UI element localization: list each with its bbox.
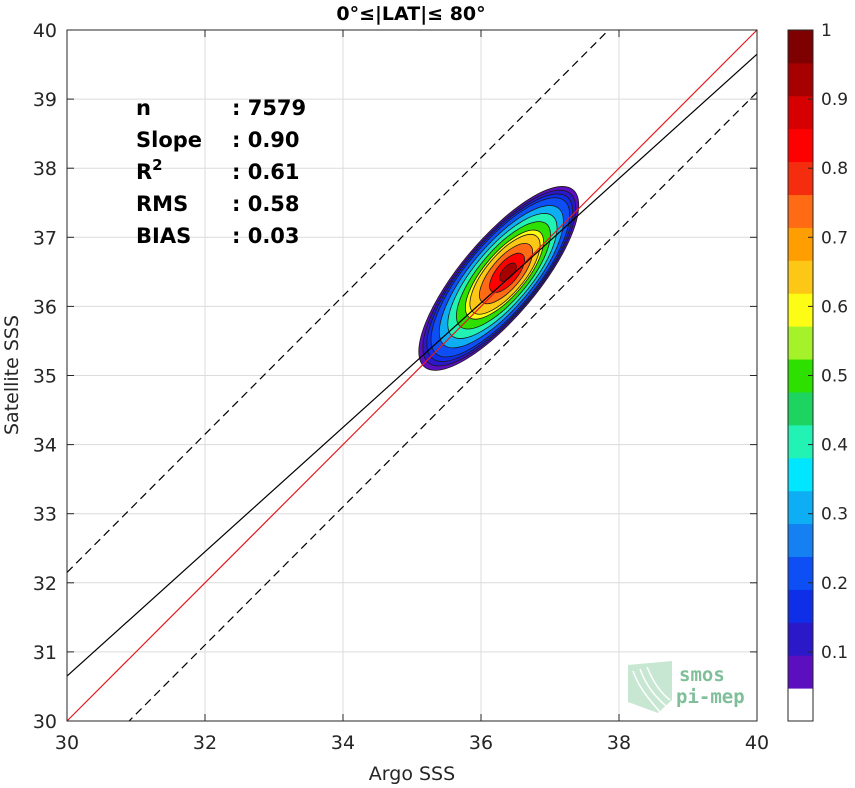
colorbar-segment bbox=[788, 128, 813, 163]
colorbar-segment bbox=[788, 490, 813, 525]
x-tick-label: 32 bbox=[193, 732, 217, 754]
y-tick-label: 40 bbox=[33, 20, 57, 42]
colorbar-segment bbox=[788, 161, 813, 196]
line-upper-bound bbox=[66, 29, 610, 573]
line-one-to-one bbox=[66, 29, 758, 722]
colorbar-tick-label: 0.8 bbox=[821, 159, 848, 179]
y-tick-label: 36 bbox=[33, 296, 57, 318]
stat-label-bias: BIAS bbox=[136, 224, 191, 248]
stat-value-rms: : 0.58 bbox=[232, 192, 300, 216]
smos-pi-mep-logo: smos pi-mep bbox=[628, 661, 745, 713]
colorbar-segment bbox=[788, 260, 813, 294]
colorbar-tick-label: 0.6 bbox=[821, 297, 848, 317]
logo-waves-icon bbox=[628, 661, 672, 713]
x-tick-label: 30 bbox=[55, 732, 79, 754]
colorbar-tick-label: 0.3 bbox=[821, 505, 848, 525]
colorbar-segment bbox=[788, 523, 813, 557]
colorbar-segment bbox=[788, 227, 813, 261]
x-tick-label: 38 bbox=[607, 732, 631, 754]
logo-line-2: pi-mep bbox=[676, 686, 745, 708]
stat-label-rms: RMS bbox=[136, 192, 188, 216]
colorbar-segment bbox=[788, 62, 813, 97]
y-tick-label: 33 bbox=[33, 504, 57, 526]
y-axis-label: Satellite SSS bbox=[1, 315, 23, 435]
colorbar-tick-label: 0.9 bbox=[821, 90, 848, 110]
colorbar-segment bbox=[788, 589, 813, 623]
colorbar-tick-label: 0.4 bbox=[821, 436, 848, 456]
colorbar-tick-label: 0.2 bbox=[821, 574, 848, 594]
y-tick-label: 37 bbox=[33, 227, 57, 249]
y-tick-label: 31 bbox=[33, 642, 57, 664]
logo-line-1: smos bbox=[679, 664, 725, 686]
stat-value-n: : 7579 bbox=[232, 96, 306, 120]
colorbar-segment bbox=[788, 622, 813, 656]
stat-value-slope: : 0.90 bbox=[232, 128, 300, 152]
stat-label-n: n bbox=[136, 96, 151, 120]
colorbar: 0.1 0.2 0.3 0.4 0.5 0.6 0.7 0.8 0.9 1 bbox=[787, 21, 848, 722]
y-tick-label: 30 bbox=[33, 711, 57, 733]
colorbar-segment bbox=[788, 30, 813, 64]
y-tick-label: 39 bbox=[33, 89, 57, 111]
colorbar-segment bbox=[788, 688, 813, 722]
stat-label-r: R2 bbox=[136, 156, 163, 184]
x-axis-label: Argo SSS bbox=[369, 763, 455, 785]
colorbar-tick-label: 0.1 bbox=[821, 643, 848, 663]
colorbar-segment bbox=[788, 293, 813, 327]
x-tick-label: 40 bbox=[745, 732, 769, 754]
colorbar-segment bbox=[788, 194, 813, 228]
colorbar-tick-label: 0.5 bbox=[821, 367, 848, 387]
colorbar-segment bbox=[788, 95, 813, 130]
chart-title: 0°≤|LAT|≤ 80° bbox=[336, 3, 485, 25]
colorbar-segment bbox=[788, 326, 813, 360]
stat-value-bias: : 0.03 bbox=[232, 224, 300, 248]
colorbar-tick-label: 1 bbox=[821, 21, 832, 41]
y-axis-ticks: 30 31 32 33 34 35 36 37 38 39 40 bbox=[33, 20, 757, 733]
stat-value-r: : 0.61 bbox=[232, 160, 300, 184]
x-tick-label: 34 bbox=[331, 732, 355, 754]
line-regression bbox=[66, 53, 758, 677]
colorbar-segment bbox=[788, 424, 813, 459]
y-tick-label: 34 bbox=[33, 435, 57, 457]
colorbar-tick-label: 0.7 bbox=[821, 228, 848, 248]
line-lower-bound bbox=[128, 91, 758, 722]
x-axis-ticks: 30 32 34 36 38 40 bbox=[55, 30, 769, 754]
y-tick-label: 38 bbox=[33, 158, 57, 180]
colorbar-segment bbox=[788, 556, 813, 590]
x-tick-label: 36 bbox=[469, 732, 493, 754]
y-tick-label: 35 bbox=[33, 366, 57, 388]
colorbar-segment bbox=[788, 457, 813, 492]
statistics-box: n : 7579 Slope : 0.90 R2 : 0.61 RMS : 0.58 BIAS:… bbox=[136, 96, 306, 248]
colorbar-segment bbox=[788, 655, 813, 689]
reference-lines bbox=[66, 29, 758, 722]
stat-label-slope: Slope bbox=[136, 128, 202, 152]
colorbar-segment bbox=[788, 391, 813, 426]
y-tick-label: 32 bbox=[33, 573, 57, 595]
